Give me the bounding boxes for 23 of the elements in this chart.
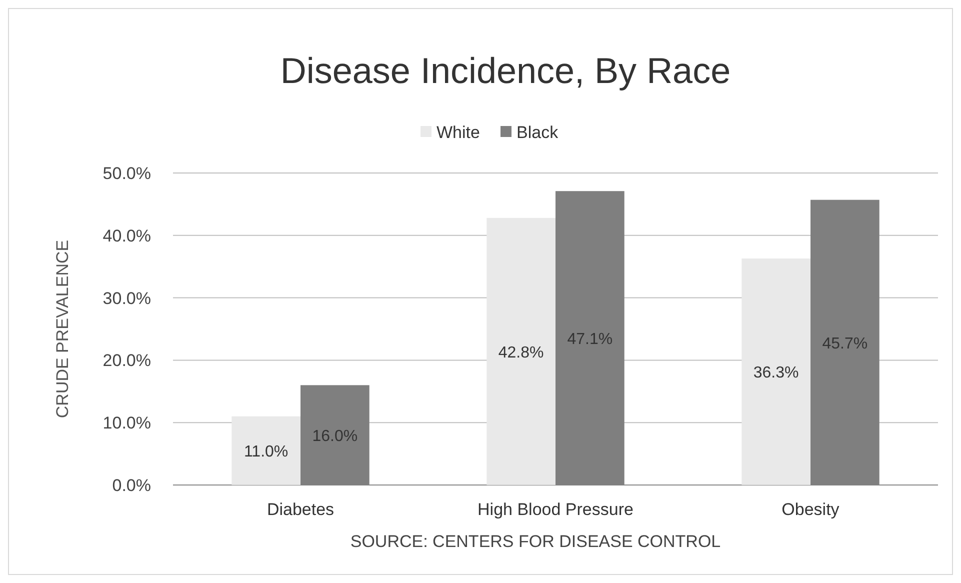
y-tick-label: 50.0% — [102, 164, 151, 183]
bar — [486, 218, 556, 485]
data-label: 36.3% — [753, 364, 799, 382]
data-label: 47.1% — [567, 331, 613, 348]
y-tick-label: 10.0% — [102, 414, 151, 433]
y-tick-label: 20.0% — [102, 351, 151, 370]
bar — [232, 416, 300, 485]
y-axis-title: CRUDE PREVALENCE — [53, 240, 72, 418]
x-tick-label: Diabetes — [266, 500, 334, 519]
bar — [742, 258, 810, 485]
x-tick-label: Obesity — [782, 500, 840, 519]
data-label: 42.8% — [498, 344, 544, 362]
data-label: 11.0% — [244, 444, 288, 461]
chart-title: Disease Incidence, By Race — [280, 50, 731, 91]
x-tick-label: High Blood Pressure — [478, 500, 634, 519]
legend-label: White — [436, 123, 480, 142]
legend-label: Black — [516, 123, 559, 142]
data-label: 16.0% — [312, 428, 358, 446]
y-tick-label: 0.0% — [112, 476, 151, 495]
source-note: SOURCE: CENTERS FOR DISEASE CONTROL — [350, 532, 721, 551]
y-tick-label: 30.0% — [102, 288, 151, 308]
data-label: 45.7% — [822, 335, 868, 352]
y-tick-label: 40.0% — [102, 226, 151, 246]
